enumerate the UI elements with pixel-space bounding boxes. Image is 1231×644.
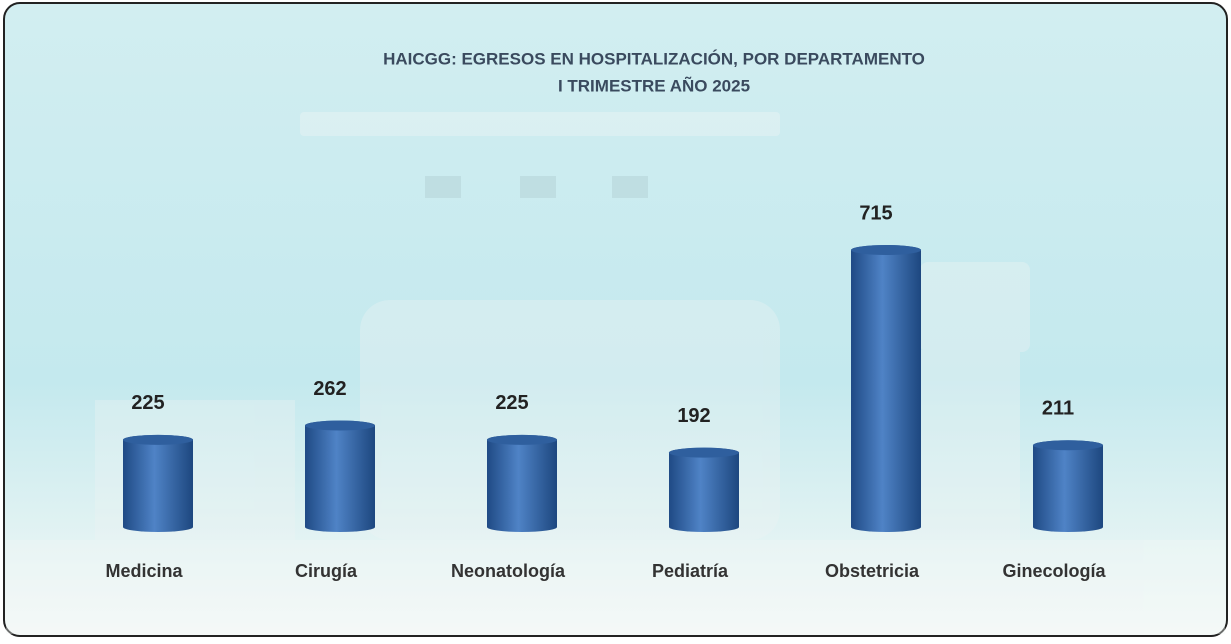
- value-label: 225: [131, 392, 164, 414]
- bar-top: [123, 435, 193, 445]
- bar: [123, 435, 193, 532]
- x-tick-label: Obstetricia: [825, 561, 920, 581]
- chart-subtitle: I TRIMESTRE AÑO 2025: [558, 75, 750, 95]
- page: HAICGG: EGRESOS EN HOSPITALIZACIÓN, POR …: [0, 0, 1231, 639]
- bar: [851, 245, 921, 532]
- bar: [487, 435, 557, 532]
- bar-top: [669, 448, 739, 458]
- x-tick-label: Medicina: [105, 561, 183, 581]
- chart: HAICGG: EGRESOS EN HOSPITALIZACIÓN, POR …: [0, 0, 1231, 639]
- x-tick-label: Neonatología: [451, 561, 566, 581]
- value-label: 225: [495, 392, 528, 414]
- bar: [305, 420, 375, 532]
- bar-top: [305, 420, 375, 430]
- value-label: 715: [859, 202, 892, 224]
- bar-top: [851, 245, 921, 255]
- bar-top: [487, 435, 557, 445]
- bar: [1033, 440, 1103, 532]
- x-tick-label: Ginecología: [1002, 561, 1106, 581]
- value-label: 211: [1042, 398, 1074, 420]
- chart-title: HAICGG: EGRESOS EN HOSPITALIZACIÓN, POR …: [383, 49, 925, 68]
- x-tick-label: Pediatría: [652, 561, 729, 581]
- bar: [669, 448, 739, 532]
- bar-top: [1033, 440, 1103, 450]
- value-label: 192: [677, 405, 710, 427]
- x-tick-label: Cirugía: [295, 561, 358, 581]
- value-label: 262: [313, 378, 346, 400]
